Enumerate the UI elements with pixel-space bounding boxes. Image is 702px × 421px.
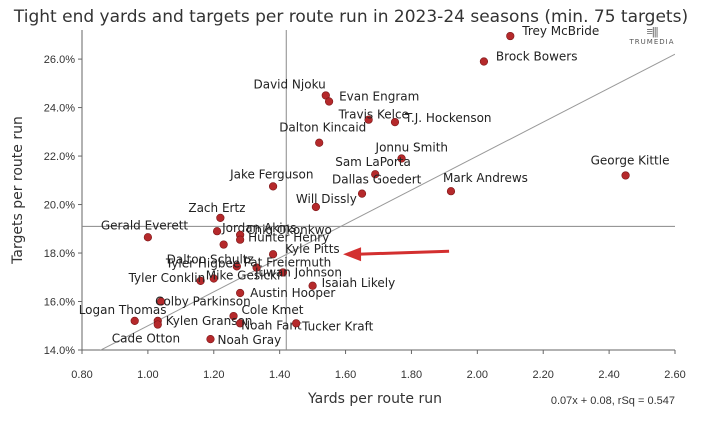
point-label: Jonnu Smith	[375, 140, 448, 154]
annotation-arrow-head	[343, 247, 362, 262]
data-point	[196, 276, 205, 286]
data-point	[390, 118, 400, 127]
point-label: David Njoku	[253, 77, 325, 91]
point-label: Tyler Conklin	[128, 271, 206, 285]
point-label: Jake Ferguson	[229, 167, 313, 181]
point-label: Colby Parkinson	[155, 295, 251, 309]
x-tick-label: 2.40	[598, 369, 619, 381]
y-tick-label: 20.0%	[44, 200, 75, 212]
data-point	[268, 250, 278, 259]
point-label: Gerald Everett	[101, 218, 189, 232]
point-label: Evan Engram	[339, 90, 419, 104]
data-point	[219, 240, 228, 249]
data-point	[621, 171, 630, 180]
x-tick-label: 1.60	[335, 369, 356, 381]
data-point	[252, 263, 261, 272]
y-tick-label: 18.0%	[44, 248, 75, 260]
data-point	[209, 274, 218, 283]
data-point	[236, 319, 245, 328]
trendline	[99, 53, 675, 350]
data-point	[357, 189, 367, 198]
data-point	[153, 320, 162, 329]
point-label: Logan Thomas	[79, 303, 167, 317]
point-label: Brock Bowers	[496, 50, 578, 64]
annotation-arrow-shaft	[357, 249, 450, 256]
point-label: Kylen Granson	[166, 314, 253, 328]
x-tick-label: 1.00	[137, 369, 158, 381]
point-label: Juwan Johnson	[254, 265, 342, 279]
point-label: Tucker Kraft	[301, 319, 374, 333]
point-label: George Kittle	[591, 153, 670, 167]
y-tick-label: 14.0%	[44, 345, 75, 357]
chart-title: Tight end yards and targets per route ru…	[13, 7, 689, 27]
point-label: Tyler Higbee	[165, 256, 240, 270]
point-label: Hunter Henry	[248, 231, 329, 245]
y-axis-label: Targets per route run	[10, 116, 26, 265]
data-point	[143, 233, 152, 242]
data-point	[308, 281, 317, 290]
y-tick-label: 16.0%	[44, 297, 75, 309]
point-label: Mike Gesicki	[206, 268, 281, 282]
point-label: Isaiah Likely	[322, 276, 396, 290]
data-point	[229, 311, 238, 321]
point-label: Travis Kelce	[338, 108, 409, 122]
data-point	[130, 316, 139, 326]
data-point	[236, 288, 245, 298]
point-label: Cole Kmet	[242, 303, 304, 317]
point-label: Pat Freiermuth	[244, 256, 332, 270]
data-point	[292, 319, 301, 328]
data-point	[364, 115, 373, 124]
point-label: Kyle Pitts	[285, 242, 340, 256]
data-point	[268, 182, 278, 191]
point-label: Trey McBride	[521, 24, 599, 38]
point-label: Sam LaPorta	[335, 155, 411, 169]
x-axis-label: Yards per route run	[308, 391, 442, 407]
x-tick-label: 1.80	[401, 369, 422, 381]
data-point	[236, 235, 245, 244]
data-point	[397, 154, 406, 163]
point-label: Will Dissly	[296, 192, 357, 206]
x-tick-label: 2.20	[533, 369, 554, 381]
point-label: Austin Hooper	[250, 286, 335, 300]
point-label: Dalton Kincaid	[279, 121, 366, 135]
data-point	[206, 334, 215, 344]
data-point	[216, 213, 225, 222]
point-label: Dalton Schultz	[167, 253, 254, 267]
point-label: Zach Ertz	[188, 201, 245, 215]
trumedia-logo-mark: ≡|||	[646, 26, 659, 38]
point-label: Chig Okonkwo	[246, 223, 332, 237]
x-tick-label: 2.00	[467, 369, 488, 381]
data-point	[506, 31, 515, 41]
point-label: Cade Otton	[112, 332, 180, 346]
data-point	[324, 97, 334, 106]
data-point	[446, 187, 456, 196]
point-label: Dallas Goedert	[332, 173, 422, 187]
y-tick-label: 26.0%	[44, 54, 75, 66]
y-tick-label: 24.0%	[44, 103, 75, 115]
trendline-formula: 0.07x + 0.08, rSq = 0.547	[550, 395, 675, 407]
trumedia-logo-word: TRUMEDIA	[629, 38, 675, 46]
data-point	[315, 138, 324, 147]
data-point	[311, 202, 321, 212]
trumedia-logo: ≡||| TRUMEDIA	[622, 26, 682, 46]
data-point	[371, 170, 380, 179]
x-tick-label: 1.20	[203, 369, 224, 381]
x-tick-label: 0.80	[71, 369, 92, 381]
point-label: Noah Fant	[241, 318, 302, 332]
data-point	[232, 262, 241, 271]
x-tick-label: 1.40	[269, 369, 290, 381]
point-label: T.J. Hockenson	[404, 111, 492, 125]
data-point	[156, 297, 166, 306]
point-label: Mark Andrews	[443, 171, 528, 185]
data-point	[479, 57, 489, 66]
y-tick-label: 22.0%	[44, 151, 75, 163]
data-point	[278, 268, 288, 277]
data-point	[212, 227, 222, 236]
point-label: Noah Gray	[217, 333, 281, 347]
x-tick-label: 2.60	[664, 369, 685, 381]
